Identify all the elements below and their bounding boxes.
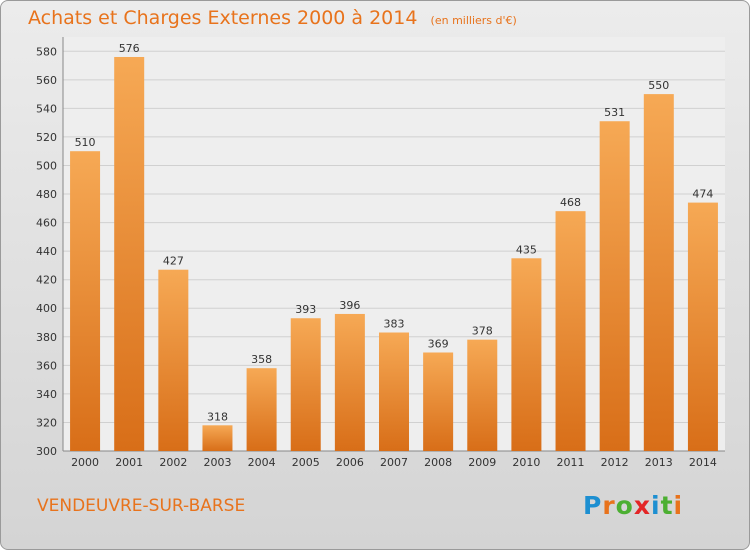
y-tick-label: 360	[36, 359, 57, 372]
value-label: 383	[384, 318, 405, 331]
x-tick-label: 2004	[248, 456, 276, 469]
y-tick-label: 460	[36, 217, 57, 230]
y-tick-label: 500	[36, 159, 57, 172]
value-label: 396	[339, 299, 360, 312]
x-tick-label: 2010	[512, 456, 540, 469]
y-tick-label: 540	[36, 102, 57, 115]
bar	[555, 211, 586, 451]
bar	[334, 313, 365, 451]
bar	[70, 151, 101, 451]
value-label: 378	[472, 325, 493, 338]
logo-letter: P	[583, 491, 603, 520]
x-tick-label: 2012	[601, 456, 629, 469]
bar	[290, 318, 321, 451]
bar	[511, 258, 542, 451]
y-tick-label: 400	[36, 302, 57, 315]
x-tick-label: 2001	[115, 456, 143, 469]
chart-unit-note: (en milliers d'€)	[430, 14, 517, 27]
y-tick-label: 320	[36, 416, 57, 429]
value-label: 468	[560, 196, 581, 209]
y-tick-label: 420	[36, 274, 57, 287]
proxiti-logo[interactable]: Proxiti	[583, 491, 683, 520]
bar	[599, 121, 630, 451]
x-tick-label: 2011	[557, 456, 585, 469]
x-tick-label: 2005	[292, 456, 320, 469]
bar	[467, 339, 498, 451]
bar	[423, 352, 454, 451]
town-name: VENDEUVRE-SUR-BARSE	[37, 496, 246, 516]
x-tick-label: 2002	[159, 456, 187, 469]
value-label: 427	[163, 255, 184, 268]
logo-letter: o	[615, 491, 634, 520]
value-label: 531	[604, 106, 625, 119]
value-label: 435	[516, 243, 537, 256]
value-label: 393	[295, 303, 316, 316]
y-tick-label: 560	[36, 74, 57, 87]
y-tick-label: 480	[36, 188, 57, 201]
bar	[643, 94, 674, 451]
logo-letter: i	[651, 491, 661, 520]
value-label: 318	[207, 410, 228, 423]
bar	[114, 56, 145, 451]
y-tick-label: 380	[36, 331, 57, 344]
value-label: 369	[428, 337, 449, 350]
bar	[246, 368, 277, 451]
logo-letter: x	[633, 491, 651, 520]
x-tick-label: 2006	[336, 456, 364, 469]
y-tick-label: 340	[36, 388, 57, 401]
chart-title-text: Achats et Charges Externes 2000 à 2014	[28, 7, 418, 29]
y-tick-label: 580	[36, 45, 57, 58]
x-tick-label: 2009	[468, 456, 496, 469]
logo-letter: t	[660, 491, 674, 520]
y-tick-label: 520	[36, 131, 57, 144]
x-tick-label: 2013	[645, 456, 673, 469]
value-label: 550	[648, 79, 669, 92]
x-tick-label: 2008	[424, 456, 452, 469]
y-tick-label: 440	[36, 245, 57, 258]
value-label: 576	[119, 42, 140, 55]
y-tick-label: 300	[36, 445, 57, 458]
x-tick-label: 2000	[71, 456, 99, 469]
x-tick-label: 2003	[203, 456, 231, 469]
value-label: 474	[692, 188, 713, 201]
bar	[202, 425, 233, 451]
chart-title: Achats et Charges Externes 2000 à 2014 (…	[28, 7, 517, 29]
value-label: 358	[251, 353, 272, 366]
logo-letter: i	[673, 491, 684, 520]
bar	[158, 269, 189, 451]
value-label: 510	[75, 136, 96, 149]
logo-letter: r	[602, 491, 616, 520]
x-tick-label: 2014	[689, 456, 717, 469]
bar	[379, 332, 409, 451]
x-tick-label: 2007	[380, 456, 408, 469]
bar	[687, 202, 718, 451]
